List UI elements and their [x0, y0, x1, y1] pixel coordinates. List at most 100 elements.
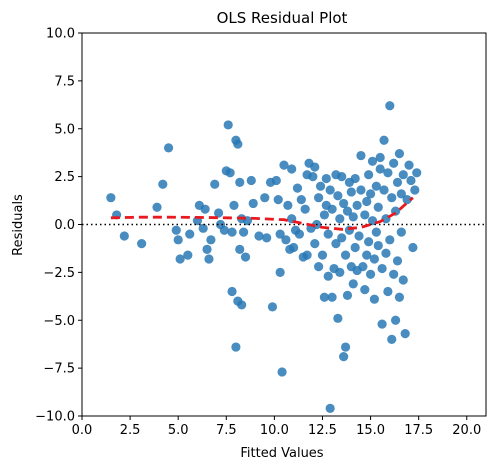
data-point [183, 250, 193, 260]
data-point [239, 227, 249, 237]
data-point [223, 120, 233, 130]
x-axis-label: Fitted Values [240, 446, 323, 461]
data-point [333, 313, 343, 323]
data-point [358, 262, 368, 272]
data-point [333, 191, 343, 201]
data-point [392, 256, 403, 266]
data-point [356, 150, 366, 161]
data-point [373, 202, 383, 212]
data-point [385, 235, 395, 245]
data-point [227, 227, 237, 237]
data-point [387, 193, 397, 203]
data-point [375, 164, 385, 174]
data-point [292, 183, 303, 193]
data-point [346, 187, 356, 197]
data-point [210, 179, 220, 189]
data-point [348, 212, 358, 222]
data-point [379, 135, 389, 145]
data-point [325, 185, 335, 195]
data-point [340, 342, 351, 352]
data-point [398, 170, 408, 180]
data-point [323, 271, 333, 281]
data-point [235, 244, 245, 254]
data-point [279, 160, 289, 170]
data-point [198, 223, 208, 233]
data-point [300, 204, 310, 214]
data-point [158, 179, 168, 189]
plot-area: 0.0 2.5 5.0 7.5 10.0 12.5 15.0 17.5 20.0 −10.0 −7.… [35, 27, 487, 438]
data-point [315, 181, 326, 191]
data-point [246, 175, 256, 186]
data-point [362, 250, 372, 260]
data-point [237, 300, 247, 310]
data-point [387, 334, 397, 344]
data-point [163, 143, 174, 153]
x-tick-label: 2.5 [120, 423, 141, 438]
y-tick-label: −10.0 [35, 410, 75, 425]
data-point [106, 193, 116, 203]
chart-title: OLS Residual Plot [217, 9, 348, 27]
x-tick-label: 0.0 [72, 423, 93, 438]
data-point [339, 352, 349, 362]
y-tick-label: 0.0 [54, 218, 75, 233]
data-point [337, 172, 347, 182]
y-tick-label: −7.5 [43, 362, 75, 377]
data-point [371, 227, 381, 237]
data-point [335, 267, 345, 277]
data-point [173, 235, 183, 245]
data-point [325, 403, 335, 413]
data-point [281, 235, 291, 245]
data-point [398, 275, 408, 285]
data-point [327, 204, 337, 214]
x-tick-label: 12.5 [308, 423, 337, 438]
data-point [369, 294, 380, 304]
data-point [308, 172, 318, 182]
data-point [254, 231, 264, 241]
data-point [350, 173, 360, 184]
y-tick-label: 7.5 [54, 74, 75, 89]
data-point [262, 233, 272, 243]
data-point [260, 193, 270, 203]
data-point [317, 250, 328, 260]
x-tick-label: 15.0 [356, 423, 385, 438]
data-point [364, 237, 374, 247]
data-point [206, 235, 216, 245]
data-point [360, 210, 370, 220]
data-point [275, 229, 285, 239]
data-point [396, 189, 406, 199]
data-point [412, 168, 422, 178]
y-tick-label: −2.5 [43, 266, 75, 281]
data-point [275, 267, 285, 277]
data-point [273, 195, 283, 205]
data-point [331, 239, 341, 249]
data-point [392, 177, 403, 187]
data-point [410, 185, 420, 195]
data-point [377, 319, 387, 329]
y-tick-label: 10.0 [46, 27, 75, 42]
data-point [365, 189, 376, 199]
data-point [394, 292, 405, 302]
data-point [340, 250, 351, 260]
data-point [235, 177, 245, 187]
data-point [229, 200, 239, 210]
data-point [369, 254, 380, 264]
data-point [400, 329, 410, 339]
data-point [383, 286, 393, 297]
data-point [360, 285, 370, 295]
x-tick-label: 20.0 [452, 423, 481, 438]
data-point [408, 242, 418, 253]
data-point [377, 263, 387, 274]
x-tick-label: 7.5 [216, 423, 237, 438]
data-point [283, 200, 293, 210]
data-point [385, 101, 395, 111]
lowess-smooth-line [110, 196, 414, 231]
data-point [319, 292, 329, 302]
data-point [337, 233, 347, 243]
data-point [402, 195, 412, 205]
x-tick-label: 5.0 [168, 423, 189, 438]
data-point [348, 279, 358, 289]
y-axis-label: Residuals [11, 194, 26, 256]
data-point [373, 240, 383, 251]
data-point [379, 185, 389, 195]
